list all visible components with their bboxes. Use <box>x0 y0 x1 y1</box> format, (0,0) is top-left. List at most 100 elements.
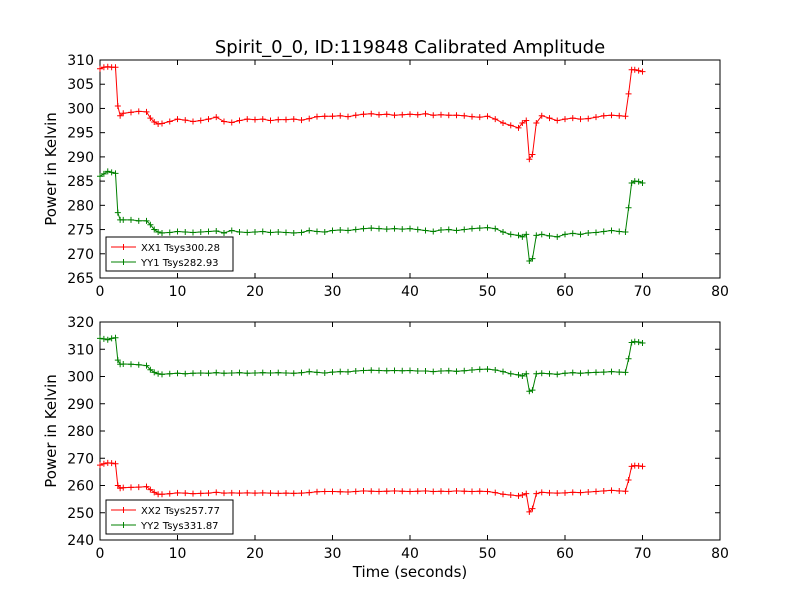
y-tick-label: 270 <box>67 451 94 467</box>
data-point <box>546 232 553 239</box>
data-point <box>635 339 642 346</box>
data-point <box>275 116 282 123</box>
data-point <box>135 217 142 224</box>
data-point <box>104 168 111 175</box>
data-point <box>519 492 526 499</box>
data-point <box>519 372 526 379</box>
data-point <box>639 68 646 75</box>
data-point <box>159 371 165 378</box>
data-point <box>569 230 576 237</box>
data-point <box>236 117 243 124</box>
data-point <box>174 370 181 377</box>
x-tick-label: 60 <box>556 284 574 300</box>
data-point <box>529 387 536 394</box>
data-point <box>622 488 629 495</box>
data-point <box>108 335 115 342</box>
data-point <box>321 228 328 235</box>
data-point <box>228 489 235 496</box>
data-point <box>120 360 127 367</box>
data-point <box>492 116 499 123</box>
data-point <box>438 111 444 118</box>
data-point <box>329 488 336 495</box>
data-point <box>205 370 212 377</box>
y-tick-label: 270 <box>67 247 94 263</box>
data-point <box>290 370 297 377</box>
data-point <box>383 367 390 374</box>
data-point <box>135 108 142 115</box>
data-point <box>562 231 568 238</box>
data-point <box>631 66 638 73</box>
data-point <box>306 489 313 496</box>
data-point <box>422 227 429 234</box>
data-point <box>453 227 460 234</box>
data-point <box>368 225 375 232</box>
y-tick-label: 290 <box>67 397 94 413</box>
data-point <box>352 226 359 233</box>
data-point <box>577 116 584 123</box>
x-tick-label: 50 <box>479 284 497 300</box>
data-point <box>492 489 499 496</box>
data-point <box>538 112 545 119</box>
data-point <box>533 232 540 239</box>
data-point <box>159 120 165 127</box>
y-tick-label: 240 <box>67 533 94 549</box>
data-point <box>190 490 196 497</box>
data-point <box>616 369 623 376</box>
data-point <box>236 228 243 235</box>
data-point <box>533 119 540 126</box>
data-point <box>267 490 274 497</box>
legend-entry: XX1 Tsys300.28 <box>141 243 220 254</box>
data-point <box>625 204 632 211</box>
data-point <box>267 369 274 376</box>
data-point <box>151 226 158 233</box>
data-point <box>321 369 328 376</box>
data-point <box>391 112 398 119</box>
x-tick-label: 30 <box>324 284 342 300</box>
data-point <box>635 67 642 74</box>
legend-box <box>105 236 234 272</box>
data-point <box>622 369 629 376</box>
data-point <box>174 116 181 123</box>
data-point <box>622 113 629 120</box>
data-point <box>391 225 398 232</box>
data-point <box>190 370 196 377</box>
data-point <box>104 336 111 343</box>
data-point <box>600 487 607 494</box>
data-point <box>430 488 437 495</box>
data-point <box>546 489 553 496</box>
data-point <box>155 228 162 235</box>
data-point <box>622 228 629 235</box>
data-point <box>298 229 305 236</box>
data-point <box>213 228 220 235</box>
data-point <box>275 228 282 235</box>
data-point <box>593 369 599 376</box>
x-tick-label: 50 <box>479 546 497 562</box>
data-point <box>314 113 320 120</box>
data-point <box>500 368 506 375</box>
data-point <box>523 231 530 238</box>
data-point <box>259 116 266 123</box>
data-point <box>314 488 320 495</box>
data-point <box>569 369 576 376</box>
data-point <box>97 335 103 342</box>
data-point <box>174 489 181 496</box>
data-point <box>117 485 124 492</box>
data-point <box>147 115 154 122</box>
data-point <box>538 370 545 377</box>
legend-entry: YY1 Tsys282.93 <box>140 258 219 269</box>
data-point <box>143 362 150 369</box>
data-point <box>97 65 103 72</box>
data-point <box>128 361 134 368</box>
data-point <box>108 169 115 176</box>
data-point <box>128 109 134 116</box>
data-point <box>100 170 107 177</box>
data-point <box>197 369 204 376</box>
data-point <box>147 486 154 493</box>
x-tick-label: 10 <box>169 546 187 562</box>
x-tick-label: 0 <box>96 546 105 562</box>
data-point <box>337 368 344 375</box>
data-point <box>399 488 406 495</box>
data-point <box>345 227 351 234</box>
y-axis-label: Power in Kelvin <box>42 112 60 226</box>
data-point <box>112 334 119 341</box>
